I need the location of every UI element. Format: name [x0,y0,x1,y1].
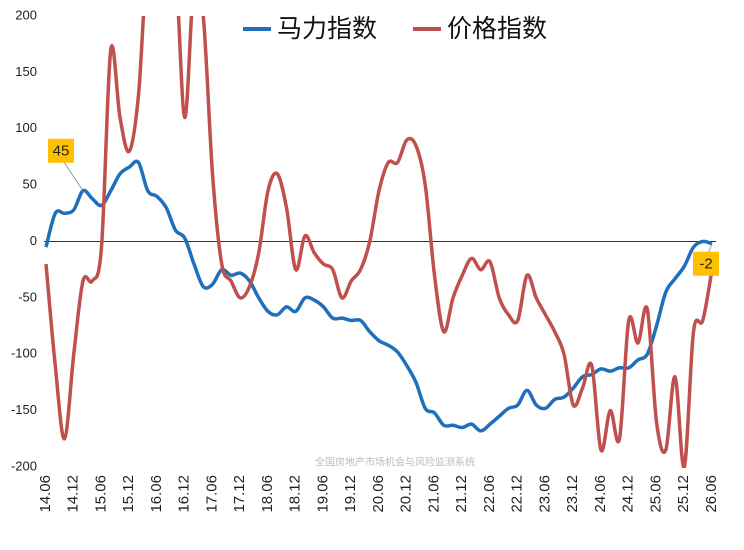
legend-label: 马力指数 [277,14,377,43]
x-tick-label: 14.06 [37,475,54,513]
watermark: 全国房地产市场机会与风险监测系统 [315,456,475,469]
x-tick-label: 23.06 [536,475,553,513]
legend-label: 价格指数 [447,14,547,43]
label-box [48,138,74,163]
y-tick-label: -200 [11,458,37,473]
series-line [44,16,714,468]
y-tick-label: 50 [23,177,37,192]
y-tick-label: 150 [15,64,37,79]
x-tick-label: 21.12 [453,475,470,513]
label-box [693,251,719,276]
x-tick-label: 22.12 [509,475,526,513]
x-tick-label: 26.06 [703,475,720,513]
y-tick-label: -50 [18,289,37,304]
x-tick-label: 25.06 [647,475,664,513]
x-tick-label: 18.06 [259,475,276,513]
x-tick-label: 19.06 [314,475,331,513]
y-tick-label: 0 [30,233,37,248]
data-label: 45 [53,143,70,160]
x-tick-label: 24.06 [592,475,609,513]
x-tick-label: 18.12 [287,475,304,513]
x-tick-label: 23.12 [564,475,581,513]
y-tick-label: 200 [15,7,37,22]
y-tick-label: 100 [15,120,37,135]
data-label: -2 [699,256,712,273]
x-tick-label: 25.12 [675,475,692,513]
x-tick-label: 19.12 [342,475,359,513]
x-tick-label: 22.06 [481,475,498,513]
x-tick-label: 17.12 [231,475,248,513]
y-tick-label: -150 [11,402,37,417]
label-leader [62,160,84,191]
x-tick-label: 14.12 [65,475,82,513]
x-tick-label: 20.06 [370,475,387,513]
y-tick-label: -100 [11,346,37,361]
x-tick-label: 16.06 [148,475,165,513]
plot [44,16,714,468]
series-line [44,159,713,433]
x-tick-label: 20.12 [398,475,415,513]
x-tick-label: 21.06 [425,475,442,513]
x-tick-label: 15.12 [120,475,137,513]
x-tick-label: 16.12 [176,475,193,513]
x-tick-label: 17.06 [203,475,220,513]
x-tick-label: 15.06 [92,475,109,513]
x-tick-label: 24.12 [620,475,637,513]
